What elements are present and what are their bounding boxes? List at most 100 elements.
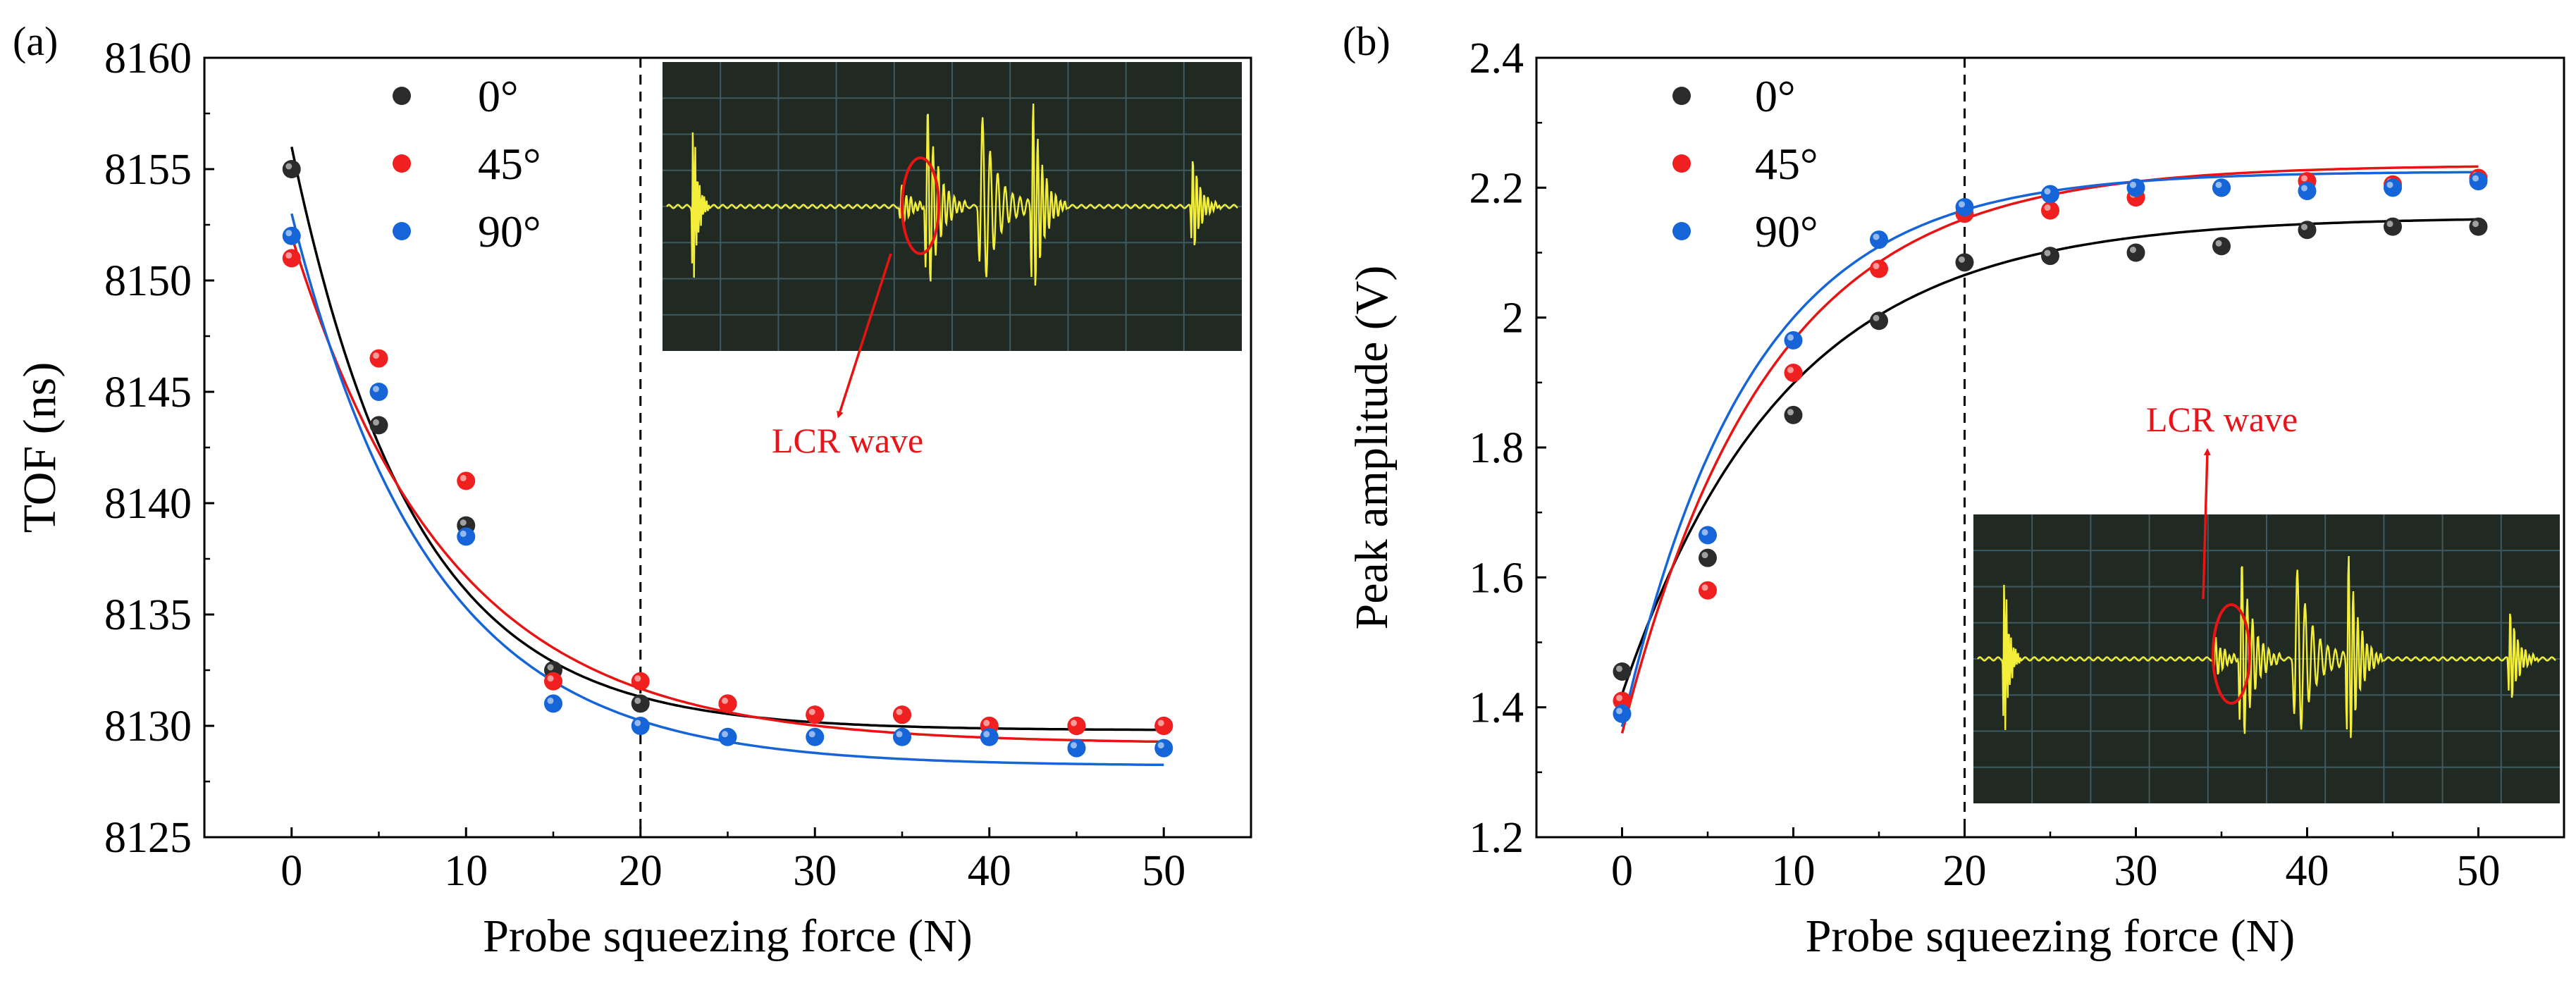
data-point-highlight xyxy=(1873,314,1880,321)
data-point-1 xyxy=(718,694,737,713)
x-tick-label: 40 xyxy=(2286,847,2329,895)
lcr-wave-arrow xyxy=(2202,448,2211,600)
legend-label: 90° xyxy=(478,206,541,257)
data-point-highlight xyxy=(373,419,379,426)
legend-marker xyxy=(393,87,411,105)
data-point-0 xyxy=(1699,548,1717,567)
data-point-1 xyxy=(1154,717,1173,735)
data-point-highlight xyxy=(983,720,990,727)
y-tick-label: 8135 xyxy=(104,591,192,639)
data-point-0 xyxy=(1784,405,1803,424)
data-point-2 xyxy=(2126,178,2145,197)
legend-marker xyxy=(1672,87,1691,105)
data-point-2 xyxy=(457,527,476,546)
data-point-highlight xyxy=(285,252,292,259)
data-point-1 xyxy=(631,672,650,691)
y-tick-label: 8130 xyxy=(104,703,192,751)
data-point-0 xyxy=(1870,311,1888,331)
data-point-highlight xyxy=(1959,256,1965,263)
data-point-highlight xyxy=(2215,240,2222,247)
data-point-highlight xyxy=(1959,201,1965,208)
x-tick-label: 0 xyxy=(1611,847,1633,895)
x-axis-title: Probe squeezing force (N) xyxy=(483,910,973,962)
data-point-highlight xyxy=(1787,409,1794,416)
data-point-2 xyxy=(631,717,650,735)
data-point-0 xyxy=(1613,662,1632,681)
data-point-2 xyxy=(2041,185,2059,204)
data-point-highlight xyxy=(2386,221,2393,228)
data-point-highlight xyxy=(2301,175,2307,182)
data-point-highlight xyxy=(1071,742,1077,749)
y-tick-label: 8140 xyxy=(104,480,192,528)
data-point-highlight xyxy=(634,675,641,682)
data-point-highlight xyxy=(808,708,815,715)
data-point-2 xyxy=(806,727,825,746)
data-point-highlight xyxy=(1701,584,1708,591)
data-point-2 xyxy=(369,383,388,401)
data-point-highlight xyxy=(1071,720,1077,727)
legend-label: 45° xyxy=(1755,139,1818,189)
x-tick-label: 20 xyxy=(619,847,663,895)
data-point-1 xyxy=(1699,581,1717,600)
data-point-highlight xyxy=(2386,181,2393,188)
y-tick-label: 8155 xyxy=(104,146,192,194)
legend-marker xyxy=(1672,154,1691,173)
data-point-0 xyxy=(631,694,650,713)
data-point-2 xyxy=(1154,739,1173,758)
data-point-1 xyxy=(369,349,388,368)
x-tick-label: 0 xyxy=(281,847,302,895)
data-point-2 xyxy=(2212,178,2231,197)
data-point-highlight xyxy=(1157,742,1164,749)
panel-label: (b) xyxy=(1343,18,1391,64)
y-tick-label: 1.2 xyxy=(1469,814,1524,862)
data-point-highlight xyxy=(722,731,728,738)
x-tick-label: 40 xyxy=(968,847,1011,895)
data-point-highlight xyxy=(285,230,292,237)
lcr-wave-arrow xyxy=(837,253,892,419)
inset-waveform-trace xyxy=(666,103,1238,286)
data-point-0 xyxy=(2298,221,2317,240)
inset-waveform-trace xyxy=(1977,555,2556,739)
data-point-highlight xyxy=(808,731,815,738)
data-point-highlight xyxy=(1873,263,1880,270)
data-point-highlight xyxy=(2044,188,2051,195)
data-point-highlight xyxy=(1157,720,1164,727)
x-tick-label: 10 xyxy=(1772,847,1816,895)
data-point-2 xyxy=(2298,181,2317,200)
data-point-highlight xyxy=(2472,175,2479,182)
data-point-2 xyxy=(544,694,562,713)
x-tick-label: 50 xyxy=(2457,847,2501,895)
data-point-highlight xyxy=(2301,223,2307,230)
data-point-highlight xyxy=(460,474,467,481)
data-point-highlight xyxy=(1701,529,1708,536)
data-point-1 xyxy=(893,705,911,724)
data-point-1 xyxy=(282,249,301,268)
data-point-1 xyxy=(1784,364,1803,383)
data-point-2 xyxy=(718,727,737,746)
y-tick-label: 8145 xyxy=(104,369,192,416)
data-point-0 xyxy=(2469,217,2488,236)
y-tick-label: 2.2 xyxy=(1469,164,1524,212)
data-point-1 xyxy=(544,672,562,691)
legend-marker xyxy=(393,154,411,173)
y-axis-title: Peak amplitude (V) xyxy=(1346,266,1398,630)
data-point-0 xyxy=(2212,237,2231,256)
data-point-1 xyxy=(2041,201,2059,220)
data-point-0 xyxy=(369,416,388,435)
data-point-highlight xyxy=(2130,181,2136,188)
data-point-highlight xyxy=(547,697,554,704)
data-point-highlight xyxy=(2130,247,2136,253)
data-point-2 xyxy=(1784,331,1803,350)
data-point-highlight xyxy=(896,731,903,738)
data-point-highlight xyxy=(460,519,467,526)
legend-label: 45° xyxy=(478,139,541,189)
data-point-highlight xyxy=(896,708,903,715)
y-tick-label: 8150 xyxy=(104,257,192,305)
legend-marker xyxy=(1672,222,1691,240)
lcr-wave-label: LCR wave xyxy=(2146,400,2298,439)
data-point-highlight xyxy=(2472,221,2479,228)
data-point-highlight xyxy=(1616,708,1622,715)
data-point-2 xyxy=(2384,178,2402,197)
lcr-wave-highlight-ellipse xyxy=(2212,603,2251,705)
